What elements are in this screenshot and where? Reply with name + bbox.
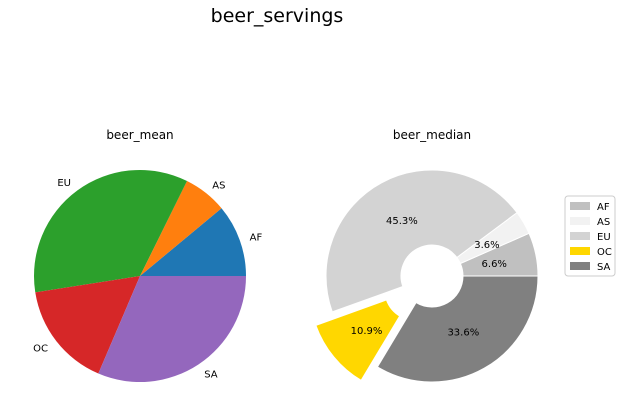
beer-mean-label-sa: SA: [204, 369, 218, 380]
figure-suptitle: beer_servings: [211, 5, 344, 27]
beer-mean-label-oc: OC: [33, 344, 48, 355]
beer-median-chart: beer_median 6.6% 3.6% 45.3% 10.9% 33.6%: [315, 128, 539, 383]
beer-mean-label-af: AF: [250, 232, 263, 243]
beer-median-pct-sa: 33.6%: [447, 327, 479, 338]
beer-mean-slice-eu: [34, 169, 188, 293]
beer-median-pct-oc: 10.9%: [351, 326, 383, 337]
legend-swatch-oc: [570, 247, 590, 255]
beer-median-slice-oc: [315, 299, 401, 382]
legend-swatch-sa: [570, 262, 590, 270]
beer-median-percent-labels: 6.6% 3.6% 45.3% 10.9% 33.6%: [351, 216, 507, 338]
beer-mean-slices: [34, 169, 246, 382]
legend-swatch-as: [570, 217, 590, 225]
beer-median-title: beer_median: [393, 128, 471, 142]
legend-label-sa: SA: [597, 262, 611, 273]
beer-mean-chart: beer_mean AF AS EU OC SA: [33, 128, 263, 382]
legend-swatch-eu: [570, 232, 590, 240]
beer-median-slices: [315, 169, 539, 383]
beer-mean-title: beer_mean: [106, 128, 173, 142]
beer-mean-label-eu: EU: [57, 178, 71, 189]
beer-mean-label-as: AS: [212, 181, 225, 192]
beer-mean-slice-sa: [98, 276, 246, 382]
beer-median-slice-eu: [325, 169, 518, 313]
beer-median-slice-sa: [376, 275, 539, 383]
beer-median-pct-as: 3.6%: [474, 240, 499, 251]
legend-label-eu: EU: [597, 232, 611, 243]
beer-median-pct-af: 6.6%: [482, 259, 507, 270]
legend-swatch-af: [570, 202, 590, 210]
legend-label-af: AF: [597, 202, 610, 213]
legend-label-oc: OC: [597, 247, 612, 258]
legend-label-as: AS: [597, 217, 610, 228]
beer-mean-slice-oc: [35, 276, 140, 374]
beer-mean-slice-as: [140, 180, 222, 276]
legend-items: AF AS EU OC SA: [570, 202, 612, 273]
beer-mean-slice-af: [140, 208, 246, 276]
beer-median-legend: AF AS EU OC SA: [564, 195, 616, 277]
beer-median-pct-eu: 45.3%: [386, 216, 418, 227]
beer-mean-labels: AF AS EU OC SA: [33, 178, 262, 380]
